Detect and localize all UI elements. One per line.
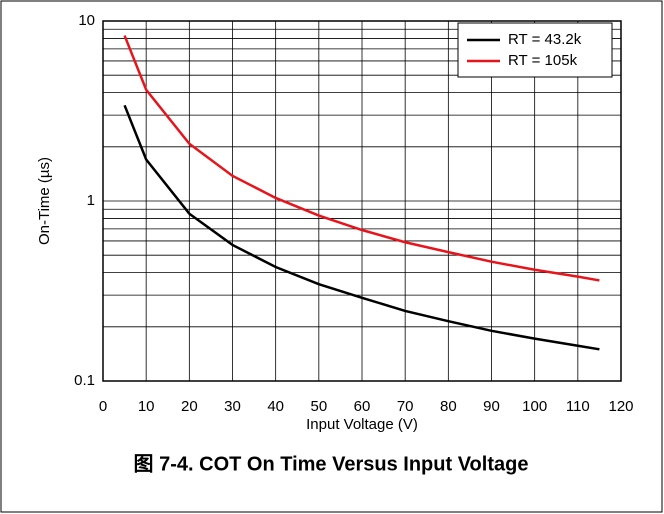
x-tick-label: 80 <box>440 398 457 415</box>
plot-frame <box>102 20 622 382</box>
y-tick-label: 0.1 <box>74 372 95 389</box>
series-line <box>123 35 600 282</box>
legend-label: RT = 43.2k <box>508 31 582 48</box>
legend-label: RT = 105k <box>508 52 578 69</box>
x-tick-label: 10 <box>138 398 155 415</box>
chart-title: 图 7-4. COT On Time Versus Input Voltage <box>134 452 529 475</box>
y-axis-label: On-Time (µs) <box>36 157 53 245</box>
y-tick-label: 1 <box>87 192 95 209</box>
x-tick-label: 40 <box>267 398 284 415</box>
x-tick-label: 60 <box>354 398 371 415</box>
legend-box <box>457 22 613 78</box>
x-tick-label: 20 <box>181 398 198 415</box>
x-tick-label: 50 <box>310 398 327 415</box>
x-tick-label: 90 <box>483 398 500 415</box>
x-axis-label: Input Voltage (V) <box>306 416 418 433</box>
x-tick-label: 0 <box>99 398 107 415</box>
x-tick-label: 70 <box>397 398 414 415</box>
x-tick-label: 120 <box>608 398 633 415</box>
x-tick-label: 100 <box>522 398 547 415</box>
y-tick-label: 10 <box>78 12 95 29</box>
x-tick-label: 110 <box>566 398 590 415</box>
series-line <box>123 104 600 351</box>
x-tick-label: 30 <box>224 398 241 415</box>
